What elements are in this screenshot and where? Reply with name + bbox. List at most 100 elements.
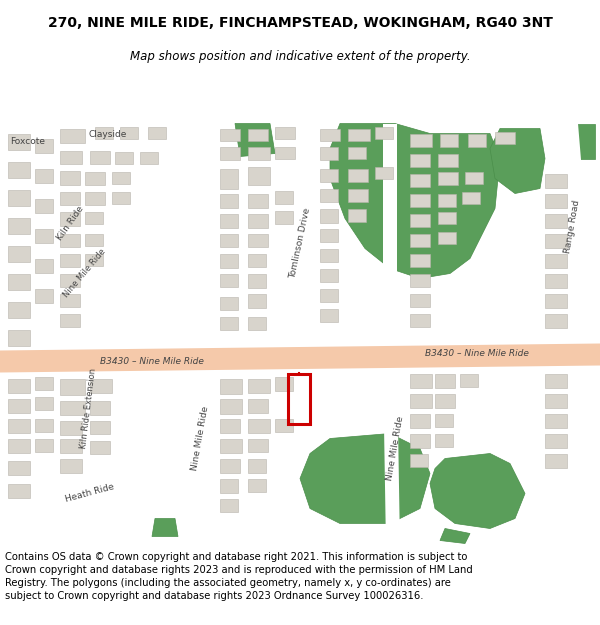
Polygon shape <box>0 464 195 519</box>
Bar <box>248 439 268 451</box>
Bar <box>90 401 110 414</box>
Polygon shape <box>0 371 207 401</box>
Polygon shape <box>430 454 525 529</box>
Bar <box>35 229 53 242</box>
Bar <box>8 484 30 498</box>
Bar <box>438 194 456 206</box>
Bar <box>248 459 266 472</box>
Text: B3430 – Nine Mile Ride: B3430 – Nine Mile Ride <box>100 357 204 366</box>
Polygon shape <box>300 434 430 524</box>
Bar <box>220 194 238 208</box>
Bar <box>220 439 242 452</box>
Bar <box>140 151 158 164</box>
Bar <box>320 189 338 201</box>
Bar <box>220 274 238 286</box>
Bar <box>115 151 133 164</box>
Bar <box>435 374 455 388</box>
Bar <box>248 316 266 329</box>
Bar <box>545 194 567 208</box>
Bar <box>85 254 103 266</box>
Bar <box>275 146 295 159</box>
Bar <box>60 439 82 452</box>
Bar <box>248 419 270 432</box>
Text: 270, NINE MILE RIDE, FINCHAMPSTEAD, WOKINGHAM, RG40 3NT: 270, NINE MILE RIDE, FINCHAMPSTEAD, WOKI… <box>47 16 553 31</box>
Bar <box>410 374 432 388</box>
Bar <box>410 254 430 266</box>
Bar <box>410 174 430 186</box>
Bar <box>248 379 270 392</box>
Bar <box>275 191 293 204</box>
Bar <box>220 254 238 268</box>
Bar <box>8 461 30 474</box>
Bar <box>438 231 456 244</box>
Polygon shape <box>166 124 208 351</box>
Text: Map shows position and indicative extent of the property.: Map shows position and indicative extent… <box>130 50 470 62</box>
Polygon shape <box>383 366 400 546</box>
Bar <box>320 209 338 222</box>
Bar <box>8 379 30 392</box>
Bar <box>248 214 268 228</box>
Bar <box>410 454 428 466</box>
Polygon shape <box>190 372 220 546</box>
Bar <box>220 129 240 141</box>
Bar <box>148 126 166 139</box>
Bar <box>410 294 430 306</box>
Bar <box>95 126 113 139</box>
Text: Tomlinson Drive: Tomlinson Drive <box>288 208 312 280</box>
Bar <box>545 394 567 408</box>
Bar <box>545 414 567 428</box>
Bar <box>8 189 30 206</box>
Bar <box>545 274 567 288</box>
Bar <box>495 131 515 144</box>
Bar <box>35 439 53 451</box>
Bar <box>320 146 338 159</box>
Bar <box>35 396 53 409</box>
Bar <box>220 479 238 492</box>
Bar <box>60 129 85 142</box>
Bar <box>545 214 567 228</box>
Bar <box>320 269 338 281</box>
Bar <box>320 229 338 241</box>
Bar <box>8 274 30 289</box>
Bar <box>348 169 368 181</box>
Bar <box>60 151 82 164</box>
Polygon shape <box>290 124 320 351</box>
Bar <box>60 421 82 434</box>
Bar <box>248 146 270 159</box>
Text: Contains OS data © Crown copyright and database right 2021. This information is : Contains OS data © Crown copyright and d… <box>5 552 473 601</box>
Polygon shape <box>575 124 595 159</box>
Bar <box>375 166 393 179</box>
Bar <box>220 419 240 432</box>
Bar <box>8 439 30 452</box>
Bar <box>35 199 53 212</box>
Polygon shape <box>235 124 275 156</box>
Text: Foxcote: Foxcote <box>11 137 46 146</box>
Bar <box>438 171 458 184</box>
Polygon shape <box>383 124 397 344</box>
Bar <box>60 211 80 226</box>
Bar <box>545 374 567 388</box>
Bar <box>410 434 430 447</box>
Polygon shape <box>565 124 595 329</box>
Bar <box>60 171 80 184</box>
Bar <box>545 454 567 468</box>
Bar <box>60 234 80 246</box>
Bar <box>348 129 370 141</box>
Bar <box>35 419 53 431</box>
Bar <box>85 191 105 204</box>
Polygon shape <box>0 246 192 351</box>
Bar <box>90 441 110 454</box>
Bar <box>220 234 238 246</box>
Bar <box>545 434 567 447</box>
Polygon shape <box>330 124 500 279</box>
Bar <box>60 459 82 472</box>
Bar <box>60 379 85 394</box>
Bar <box>120 126 138 139</box>
Bar <box>410 234 430 246</box>
Bar <box>220 459 240 472</box>
Bar <box>8 217 30 234</box>
Text: Nine Mile Ride: Nine Mile Ride <box>385 416 405 481</box>
Bar <box>8 134 30 149</box>
Bar <box>60 401 85 414</box>
Text: B3430 – Nine Mile Ride: B3430 – Nine Mile Ride <box>425 349 529 358</box>
